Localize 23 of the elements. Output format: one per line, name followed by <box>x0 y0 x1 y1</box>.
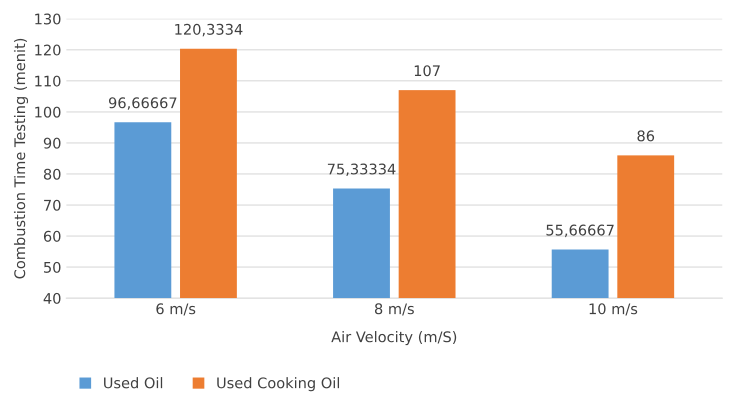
data-label: 96,66667 <box>108 97 176 110</box>
y-tick-label: 50 <box>44 262 60 273</box>
x-tick-label: 8 m/s <box>374 303 414 316</box>
x-tick-label: 6 m/s <box>156 303 196 316</box>
y-axis-title: Combustion Time Testing (menit) <box>14 38 28 279</box>
data-label: 86 <box>637 130 654 142</box>
y-tick-label: 90 <box>44 138 60 149</box>
data-label: 107 <box>414 65 440 76</box>
y-tick-label: 80 <box>44 168 60 180</box>
data-label: 55,66667 <box>546 224 614 238</box>
y-tick-label: 40 <box>44 292 60 304</box>
y-tick-label: 120 <box>35 44 60 56</box>
data-label: 75,33334 <box>328 164 396 176</box>
y-tick-label: 110 <box>35 76 60 87</box>
legend-label: Used Cooking Oil <box>217 377 340 392</box>
y-tick-label: 130 <box>35 13 60 25</box>
y-tick-label: 100 <box>35 106 60 118</box>
x-axis-title: Air Velocity (m/S) <box>331 331 456 346</box>
y-tick-label: 60 <box>44 230 60 242</box>
x-tick-label: 10 m/s <box>590 303 638 316</box>
data-label: 120,3334 <box>175 24 242 36</box>
legend-label: Used Oil <box>104 377 162 388</box>
y-tick-label: 70 <box>44 200 60 211</box>
